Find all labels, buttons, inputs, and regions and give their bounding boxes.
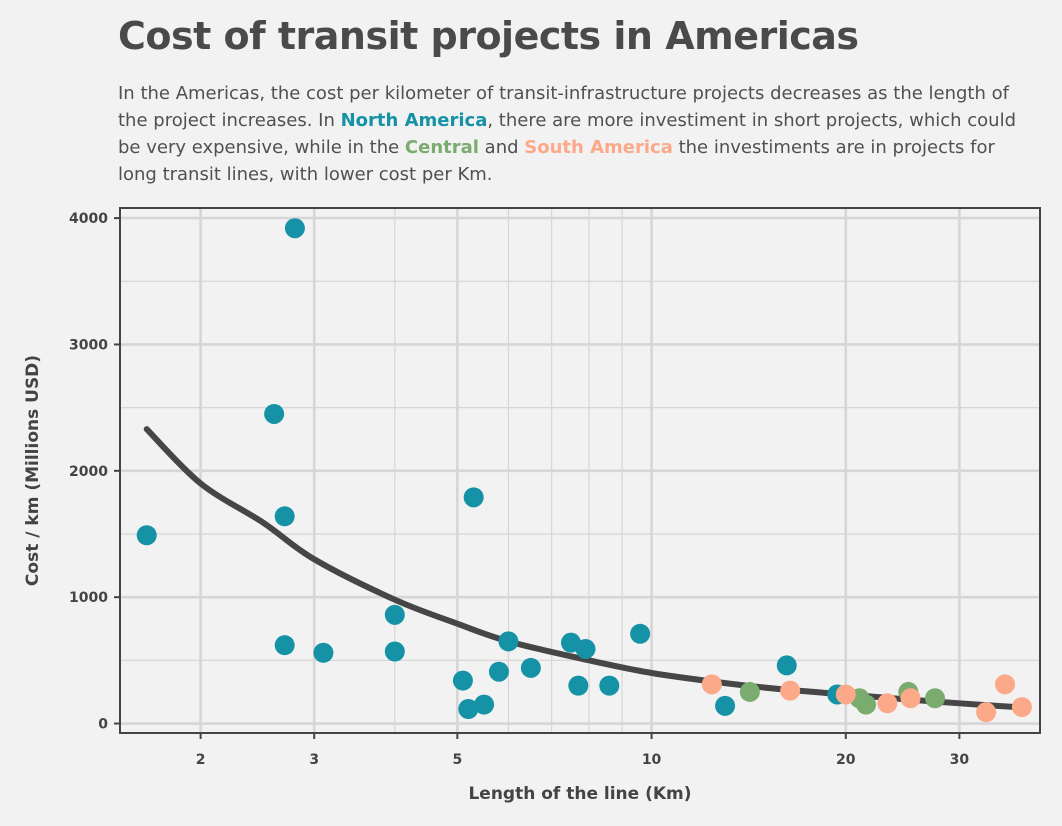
y-axis-title: Cost / km (Millions USD) bbox=[23, 355, 43, 586]
y-tick-label: 0 bbox=[98, 717, 108, 733]
data-point-north-america bbox=[274, 635, 295, 656]
subtitle-text-1: In the Americas, the cost per kilometer … bbox=[118, 83, 1009, 131]
subtitle-text-4: the investiments are in projects for lon… bbox=[118, 137, 995, 185]
data-point-south-america bbox=[877, 693, 898, 714]
data-point-south-america bbox=[780, 680, 801, 701]
x-tick-label: 5 bbox=[452, 752, 462, 768]
data-point-north-america bbox=[136, 525, 157, 546]
data-point-north-america bbox=[384, 604, 405, 625]
south-america-highlight: South America bbox=[524, 137, 673, 158]
data-point-north-america bbox=[715, 695, 736, 716]
x-tick-label: 20 bbox=[836, 752, 856, 768]
data-point-north-america bbox=[384, 641, 405, 662]
data-point-north-america bbox=[575, 638, 596, 659]
data-point-north-america bbox=[474, 694, 495, 715]
data-point-north-america bbox=[488, 661, 509, 682]
data-point-south-america bbox=[1011, 697, 1032, 718]
data-point-north-america bbox=[284, 218, 305, 239]
y-tick-label: 2000 bbox=[69, 464, 108, 480]
data-point-north-america bbox=[776, 655, 797, 676]
x-tick-label: 2 bbox=[196, 752, 206, 768]
data-point-north-america bbox=[264, 403, 285, 424]
north-america-highlight: North America bbox=[340, 110, 488, 131]
data-point-south-america bbox=[900, 688, 921, 709]
x-axis-title: Length of the line (Km) bbox=[468, 784, 691, 804]
data-point-north-america bbox=[520, 657, 541, 678]
data-point-north-america bbox=[452, 670, 473, 691]
data-point-north-america bbox=[458, 698, 479, 719]
x-tick-label: 10 bbox=[642, 752, 662, 768]
data-point-south-america bbox=[994, 674, 1015, 695]
data-point-north-america bbox=[313, 642, 334, 663]
y-tick-label: 4000 bbox=[69, 211, 108, 227]
x-tick-label: 30 bbox=[950, 752, 970, 768]
y-tick-label: 1000 bbox=[69, 590, 108, 606]
data-point-north-america bbox=[463, 487, 484, 508]
data-point-south-america bbox=[976, 702, 997, 723]
data-point-south-america bbox=[701, 674, 722, 695]
data-point-south-america bbox=[835, 684, 856, 705]
chart-title: Cost of transit projects in Americas bbox=[118, 14, 859, 58]
data-point-north-america bbox=[599, 675, 620, 696]
data-point-central bbox=[856, 694, 877, 715]
data-point-north-america bbox=[498, 631, 519, 652]
y-tick-label: 3000 bbox=[69, 337, 108, 353]
data-points bbox=[136, 218, 1032, 723]
chart-subtitle: In the Americas, the cost per kilometer … bbox=[118, 80, 1028, 188]
data-point-north-america bbox=[274, 506, 295, 527]
central-highlight: Central bbox=[404, 137, 479, 158]
data-point-central bbox=[739, 681, 760, 702]
x-tick-label: 3 bbox=[309, 752, 319, 768]
subtitle-text-3: and bbox=[478, 137, 525, 158]
subtitle-text-2: , there are more investiment in short pr… bbox=[118, 110, 1016, 158]
axis-ticks: 2 3 5 10 20 30 0 1000 2000 3000 4000 bbox=[69, 211, 969, 768]
data-point-central bbox=[925, 688, 946, 709]
data-point-north-america bbox=[568, 675, 589, 696]
data-point-north-america bbox=[630, 623, 651, 644]
